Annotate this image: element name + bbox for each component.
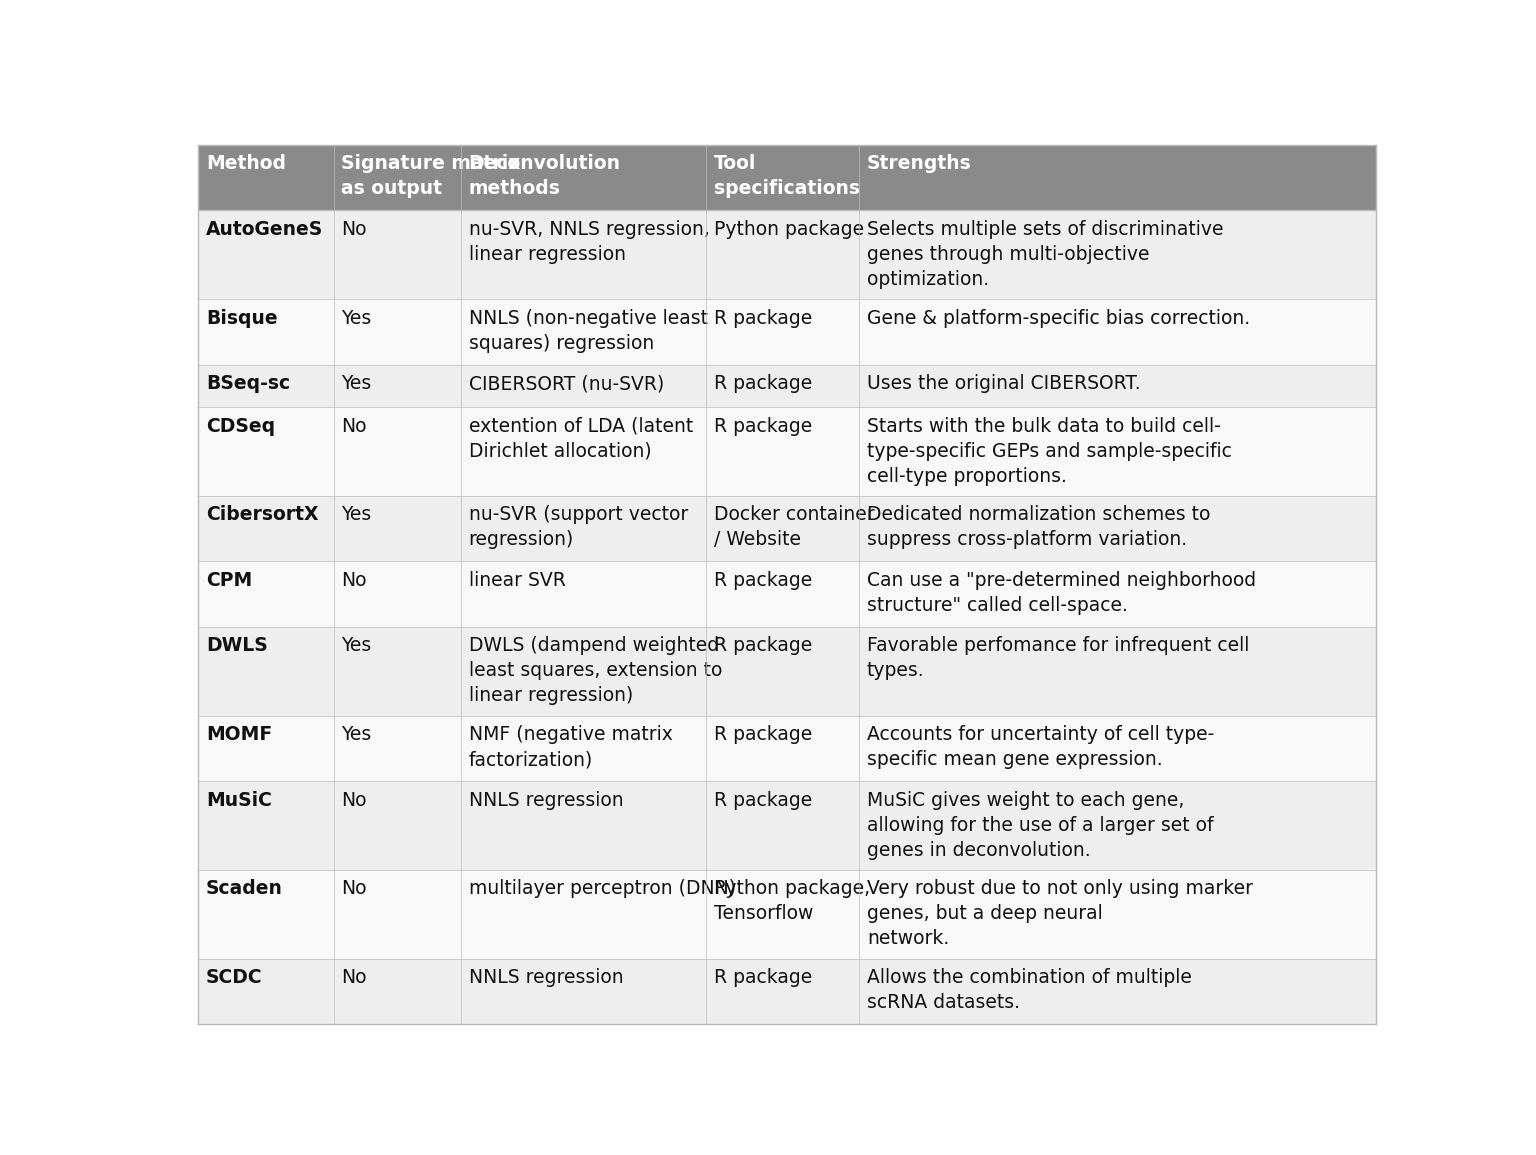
Text: Gene & platform-specific bias correction.: Gene & platform-specific bias correction… bbox=[866, 308, 1250, 328]
Text: Signature matrix
as output: Signature matrix as output bbox=[341, 155, 521, 199]
Text: R package: R package bbox=[714, 725, 813, 744]
Text: multilayer perceptron (DNN): multilayer perceptron (DNN) bbox=[468, 879, 736, 899]
Bar bbox=[198, 627, 1376, 716]
Text: MuSiC gives weight to each gene,
allowing for the use of a larger set of
genes i: MuSiC gives weight to each gene, allowin… bbox=[866, 791, 1213, 859]
Text: No: No bbox=[341, 968, 367, 988]
Bar bbox=[198, 959, 1376, 1024]
Bar bbox=[198, 716, 1376, 781]
Text: Tool
specifications: Tool specifications bbox=[714, 155, 860, 199]
Bar bbox=[198, 210, 1376, 299]
Bar bbox=[198, 870, 1376, 959]
Text: MuSiC: MuSiC bbox=[206, 791, 272, 810]
Text: Accounts for uncertainty of cell type-
specific mean gene expression.: Accounts for uncertainty of cell type- s… bbox=[866, 725, 1213, 769]
Text: Dedicated normalization schemes to
suppress cross-platform variation.: Dedicated normalization schemes to suppr… bbox=[866, 505, 1210, 550]
Text: nu-SVR, NNLS regression,
linear regression: nu-SVR, NNLS regression, linear regressi… bbox=[468, 219, 710, 263]
Text: Can use a "pre-determined neighborhood
structure" called cell-space.: Can use a "pre-determined neighborhood s… bbox=[866, 571, 1256, 614]
Text: No: No bbox=[341, 791, 367, 810]
Text: NNLS regression: NNLS regression bbox=[468, 791, 624, 810]
Bar bbox=[198, 495, 1376, 561]
Text: R package: R package bbox=[714, 791, 813, 810]
Text: CIBERSORT (nu-SVR): CIBERSORT (nu-SVR) bbox=[468, 374, 664, 393]
Bar bbox=[198, 561, 1376, 627]
Bar bbox=[198, 365, 1376, 407]
Text: CDSeq: CDSeq bbox=[206, 417, 275, 435]
Text: BSeq-sc: BSeq-sc bbox=[206, 374, 290, 393]
Text: NNLS regression: NNLS regression bbox=[468, 968, 624, 988]
Text: Very robust due to not only using marker
genes, but a deep neural
network.: Very robust due to not only using marker… bbox=[866, 879, 1253, 948]
Text: Scaden: Scaden bbox=[206, 879, 283, 899]
Text: Yes: Yes bbox=[341, 725, 372, 744]
Text: DWLS (dampend weighted
least squares, extension to
linear regression): DWLS (dampend weighted least squares, ex… bbox=[468, 636, 722, 706]
Text: Yes: Yes bbox=[341, 308, 372, 328]
Text: Uses the original CIBERSORT.: Uses the original CIBERSORT. bbox=[866, 374, 1140, 393]
Text: NMF (negative matrix
factorization): NMF (negative matrix factorization) bbox=[468, 725, 673, 769]
Text: AutoGeneS: AutoGeneS bbox=[206, 219, 323, 239]
Bar bbox=[198, 407, 1376, 495]
Text: No: No bbox=[341, 219, 367, 239]
Text: extention of LDA (latent
Dirichlet allocation): extention of LDA (latent Dirichlet alloc… bbox=[468, 417, 693, 461]
Text: linear SVR: linear SVR bbox=[468, 571, 565, 590]
Text: CPM: CPM bbox=[206, 571, 252, 590]
Text: Method: Method bbox=[206, 155, 286, 173]
Text: Yes: Yes bbox=[341, 636, 372, 655]
Text: Strengths: Strengths bbox=[866, 155, 972, 173]
Text: No: No bbox=[341, 879, 367, 899]
Text: No: No bbox=[341, 417, 367, 435]
Text: R package: R package bbox=[714, 374, 813, 393]
Text: Docker container
/ Website: Docker container / Website bbox=[714, 505, 874, 550]
Text: CibersortX: CibersortX bbox=[206, 505, 318, 524]
Text: Allows the combination of multiple
scRNA datasets.: Allows the combination of multiple scRNA… bbox=[866, 968, 1192, 1012]
Text: Favorable perfomance for infrequent cell
types.: Favorable perfomance for infrequent cell… bbox=[866, 636, 1249, 680]
Text: No: No bbox=[341, 571, 367, 590]
Text: R package: R package bbox=[714, 308, 813, 328]
Text: Starts with the bulk data to build cell-
type-specific GEPs and sample-specific
: Starts with the bulk data to build cell-… bbox=[866, 417, 1232, 485]
Text: nu-SVR (support vector
regression): nu-SVR (support vector regression) bbox=[468, 505, 688, 550]
Text: Deconvolution
methods: Deconvolution methods bbox=[468, 155, 621, 199]
Text: R package: R package bbox=[714, 968, 813, 988]
Bar bbox=[198, 299, 1376, 365]
Text: MOMF: MOMF bbox=[206, 725, 272, 744]
Text: Yes: Yes bbox=[341, 374, 372, 393]
Text: Yes: Yes bbox=[341, 505, 372, 524]
Text: R package: R package bbox=[714, 636, 813, 655]
Bar bbox=[198, 144, 1376, 210]
Text: Selects multiple sets of discriminative
genes through multi-objective
optimizati: Selects multiple sets of discriminative … bbox=[866, 219, 1223, 289]
Text: DWLS: DWLS bbox=[206, 636, 267, 655]
Text: Python package,
Tensorflow: Python package, Tensorflow bbox=[714, 879, 869, 923]
Text: NNLS (non-negative least
squares) regression: NNLS (non-negative least squares) regres… bbox=[468, 308, 708, 352]
Text: R package: R package bbox=[714, 571, 813, 590]
Text: R package: R package bbox=[714, 417, 813, 435]
Text: Bisque: Bisque bbox=[206, 308, 278, 328]
Text: Python package: Python package bbox=[714, 219, 863, 239]
Bar bbox=[198, 781, 1376, 870]
Text: SCDC: SCDC bbox=[206, 968, 263, 988]
